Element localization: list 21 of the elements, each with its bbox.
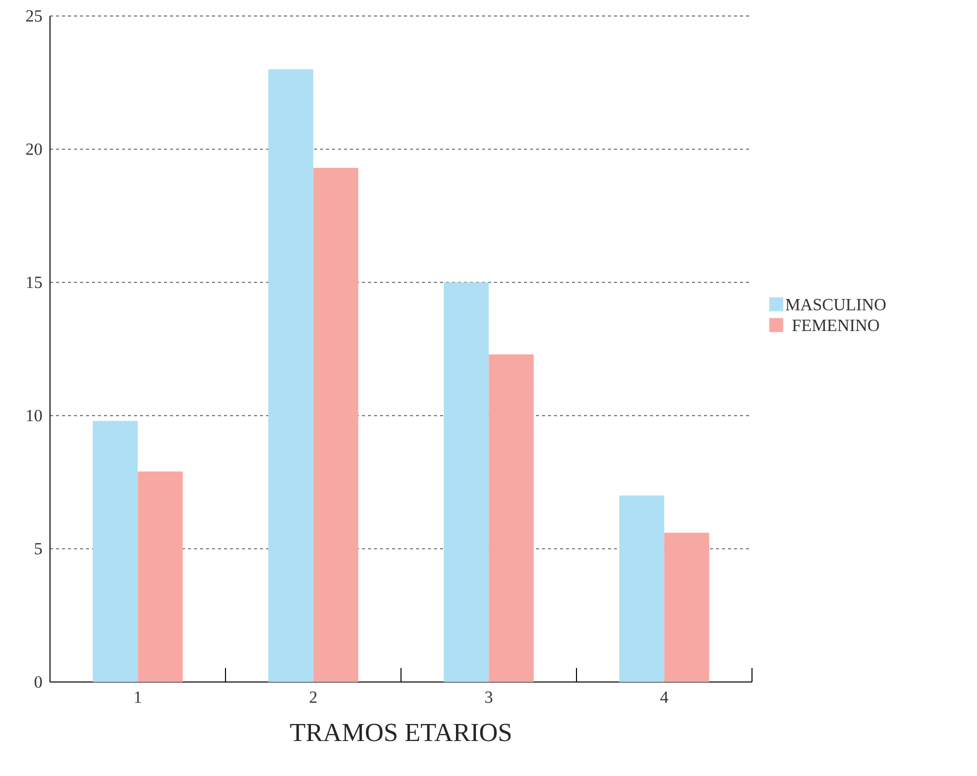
y-tick-label: 20 xyxy=(26,143,42,155)
x-axis-title: TRAMOS ETARIOS xyxy=(290,724,511,742)
y-tick-label: 0 xyxy=(34,676,42,688)
x-tick-label: 1 xyxy=(135,692,141,703)
bar xyxy=(138,472,183,682)
x-tick-label: 2 xyxy=(310,692,317,703)
bar xyxy=(92,420,138,682)
x-tick-label: 4 xyxy=(660,692,668,703)
bar xyxy=(313,168,358,682)
y-tick-label: 25 xyxy=(26,10,42,22)
y-tick-label: 5 xyxy=(34,543,42,554)
x-tick-label: 3 xyxy=(485,692,492,703)
bar xyxy=(444,282,489,682)
bar xyxy=(268,69,314,682)
y-tick-label: 10 xyxy=(26,410,42,422)
bar xyxy=(488,354,534,682)
y-tick-label: 15 xyxy=(26,276,42,288)
bar xyxy=(619,496,664,682)
legend-label: FEMENINO xyxy=(792,320,879,332)
bar xyxy=(664,532,710,682)
legend-label: MASCULINO xyxy=(786,298,886,310)
